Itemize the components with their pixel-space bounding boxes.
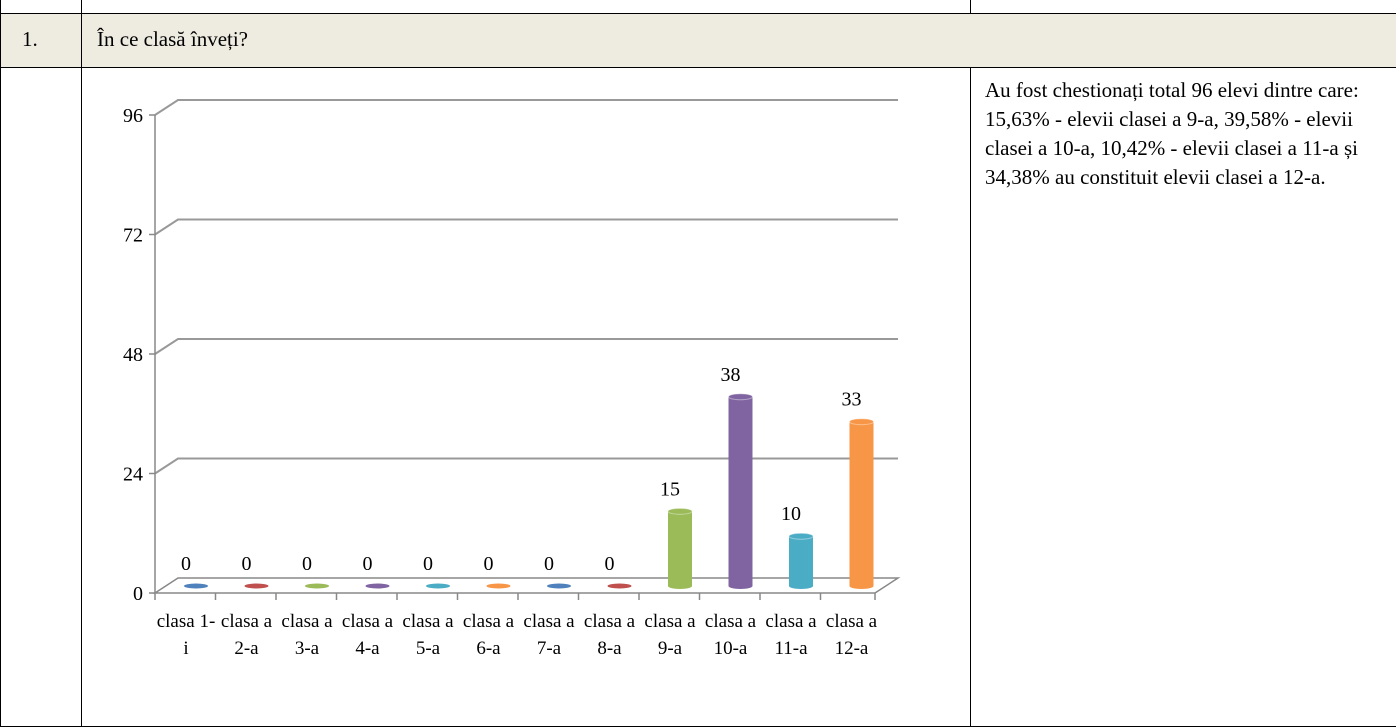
- grid-line: [154, 218, 898, 236]
- bar-top: [788, 532, 814, 540]
- y-tick-label: 48: [123, 344, 143, 366]
- bar: [789, 536, 813, 586]
- bar: [486, 583, 511, 589]
- value-label: 0: [605, 553, 615, 575]
- x-tick-label: clasa a 11-a: [765, 611, 817, 659]
- y-tick-label: 0: [133, 583, 143, 605]
- bar: [668, 511, 692, 586]
- x-tick-label: clasa a 7-a: [523, 611, 575, 659]
- bar: [547, 583, 571, 589]
- bar-base: [728, 583, 753, 589]
- bar: [184, 583, 208, 589]
- value-label: 0: [544, 553, 554, 575]
- bar: [607, 583, 632, 589]
- value-label: 10: [781, 503, 801, 525]
- value-label: 0: [181, 553, 191, 575]
- x-tick-label: clasa a 9-a: [644, 611, 696, 659]
- x-tick-label: clasa a 12-a: [825, 611, 878, 659]
- bar: [426, 583, 450, 589]
- grid-line: [154, 457, 898, 475]
- bar: [849, 421, 874, 586]
- x-tick-label: clasa 1-i: [156, 611, 216, 659]
- value-label: 38: [721, 364, 741, 386]
- bar-base: [849, 583, 874, 589]
- x-tick-label: clasa a 10-a: [704, 611, 757, 659]
- row-number: 1.: [22, 27, 38, 51]
- bar-base: [789, 583, 813, 589]
- y-tick-label: 72: [123, 225, 143, 247]
- question: În ce clasă înveți?: [97, 27, 248, 51]
- value-label: 0: [302, 553, 312, 575]
- x-tick-label: clasa a 2-a: [220, 611, 273, 659]
- bar-top: [728, 393, 753, 401]
- bar: [365, 583, 390, 589]
- floor: [152, 577, 901, 594]
- value-label: 0: [242, 553, 252, 575]
- x-tick-label: clasa a 6-a: [462, 611, 515, 659]
- bar-top: [849, 418, 874, 426]
- x-tick-label: clasa a 3-a: [281, 611, 333, 659]
- y-tick-label: 96: [123, 105, 143, 127]
- bar: [244, 583, 269, 589]
- question-cell: [81, 13, 1396, 68]
- description: Au fost chestionați total 96 elevi dintr…: [985, 78, 1359, 189]
- bar-top: [667, 507, 693, 515]
- value-label: 0: [423, 553, 433, 575]
- value-label: 33: [842, 389, 862, 411]
- value-label: 15: [660, 478, 680, 500]
- x-tick-label: clasa a 4-a: [341, 611, 394, 659]
- bar-base: [668, 583, 692, 589]
- grid-line: [154, 99, 898, 116]
- value-label: 0: [484, 553, 494, 575]
- bar: [305, 583, 329, 589]
- y-tick-label: 24: [123, 464, 143, 486]
- x-tick-label: clasa a 5-a: [402, 611, 454, 659]
- value-label: 0: [363, 553, 373, 575]
- x-tick-label: clasa a 8-a: [583, 611, 636, 659]
- grid-line: [154, 338, 898, 355]
- bar: [728, 396, 753, 586]
